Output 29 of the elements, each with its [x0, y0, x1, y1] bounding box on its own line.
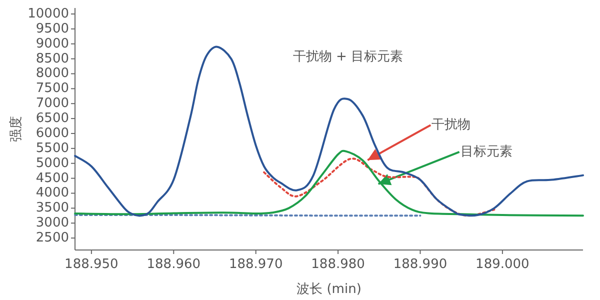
- y-tick-label: 9500: [36, 21, 69, 36]
- y-tick-label: 5000: [36, 156, 69, 171]
- x-tick-label: 188.950: [64, 257, 118, 272]
- y-tick-label: 3000: [36, 216, 69, 231]
- y-tick-label: 8500: [36, 51, 69, 66]
- y-tick-label: 7500: [36, 81, 69, 96]
- y-tick-label: 10000: [28, 6, 69, 22]
- y-tick-label: 6500: [36, 111, 69, 126]
- y-tick-label: 8000: [36, 66, 69, 82]
- y-tick-label: 6000: [36, 126, 69, 141]
- y-tick-label: 9000: [36, 36, 69, 52]
- annotation: 干扰物: [432, 118, 471, 133]
- y-axis-title: 强度: [8, 116, 24, 142]
- annotation: 目标元素: [460, 144, 512, 160]
- x-tick-label: 188.990: [393, 257, 448, 272]
- y-tick-label: 5500: [36, 140, 69, 156]
- x-tick-label: 188.980: [311, 257, 365, 272]
- y-tick-label: 4000: [36, 186, 69, 201]
- y-tick-label: 3500: [36, 200, 69, 216]
- x-tick-label: 188.970: [228, 257, 283, 272]
- x-tick-label: 188.960: [146, 257, 201, 272]
- y-tick-label: 7000: [36, 96, 69, 112]
- line-series: [263, 158, 496, 217]
- x-axis-title: 波长 (min): [296, 282, 362, 297]
- y-tick-label: 2500: [36, 230, 69, 246]
- line-series: [74, 46, 584, 217]
- x-tick-label: 189.000: [476, 257, 530, 272]
- annotation: 干扰物 + 目标元素: [292, 50, 403, 65]
- y-tick-label: 4500: [36, 170, 69, 186]
